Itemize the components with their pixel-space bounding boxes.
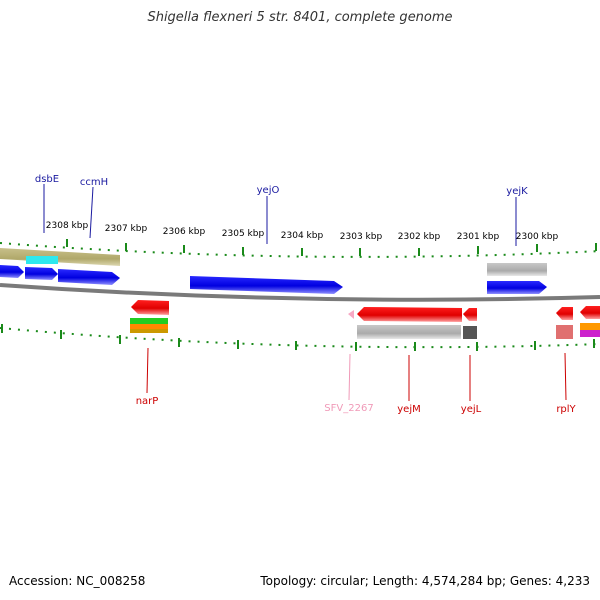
gene-label-yejM[interactable]: yejM: [397, 404, 420, 415]
gene-label-yejO[interactable]: yejO: [257, 185, 280, 196]
gene-arrow-yejL[interactable]: [463, 308, 477, 321]
feature-stack-gold[interactable]: [130, 329, 168, 333]
gene-arrow-right-edge[interactable]: [580, 306, 600, 319]
genome-backbone: [0, 283, 600, 302]
feature-stack-green[interactable]: [130, 318, 168, 324]
feature-band-olive[interactable]: [0, 248, 120, 266]
gene-arrow-yejM[interactable]: [357, 307, 462, 322]
scale-tick-label: 2305 kbp: [222, 229, 265, 239]
gene-arrow-narP[interactable]: [131, 300, 169, 315]
scale-tick-label: 2306 kbp: [163, 227, 206, 237]
gene-arrow-ccmH-a[interactable]: [25, 267, 58, 280]
accession-text: Accession: NC_008258: [9, 574, 146, 588]
feature-edge-magenta[interactable]: [580, 330, 600, 337]
scale-tick-label: 2303 kbp: [340, 232, 383, 242]
feature-edge-orange[interactable]: [580, 323, 600, 330]
scale-tick-label: 2300 kbp: [516, 232, 559, 242]
gene-label-SFV_2267[interactable]: SFV_2267: [324, 403, 373, 414]
feature-block-gray-yejM[interactable]: [357, 325, 461, 339]
scale-tick-label: 2304 kbp: [281, 231, 324, 241]
feature-stack-orange[interactable]: [130, 324, 168, 329]
gene-label-ccmH[interactable]: ccmH: [80, 177, 108, 188]
gene-label-narP[interactable]: narP: [136, 396, 159, 407]
gene-arrow-yejK[interactable]: [487, 281, 547, 294]
gene-arrow-yejO[interactable]: [190, 276, 343, 294]
feature-block-salmon[interactable]: [556, 325, 573, 339]
gene-label-group-top: dsbE ccmH yejO yejK: [35, 174, 528, 246]
genome-title: Shigella flexneri 5 str. 8401, complete …: [147, 10, 453, 25]
gene-arrow-ccmH[interactable]: [58, 269, 120, 285]
gene-arrow-dsbE[interactable]: [0, 265, 24, 278]
gene-label-rplY[interactable]: rplY: [556, 404, 576, 415]
genome-summary-text: Topology: circular; Length: 4,574,284 bp…: [260, 574, 590, 588]
feature-block-gray-top[interactable]: [487, 263, 547, 276]
gene-label-yejK[interactable]: yejK: [506, 186, 528, 197]
gene-label-yejL[interactable]: yejL: [461, 404, 482, 415]
scale-tick-label: 2302 kbp: [398, 232, 441, 242]
scale-major-ticks: [66, 239, 597, 256]
gene-arrow-rplY[interactable]: [556, 307, 573, 320]
scale-tick-label: 2301 kbp: [457, 232, 500, 242]
gene-label-group-bottom: narP SFV_2267 yejM yejL rplY: [136, 347, 577, 415]
scale-tick-label: 2308 kbp: [46, 221, 89, 231]
scale-tick-label: 2307 kbp: [105, 224, 148, 234]
gene-label-dsbE[interactable]: dsbE: [35, 174, 59, 185]
gene-arrow-SFV_2267[interactable]: [348, 310, 354, 319]
scale-bottom-ticks: [1, 324, 595, 351]
feature-block-darkgray[interactable]: [463, 326, 477, 339]
scale-track-bottom: [0, 327, 600, 349]
feature-band-cyan[interactable]: [26, 256, 58, 264]
